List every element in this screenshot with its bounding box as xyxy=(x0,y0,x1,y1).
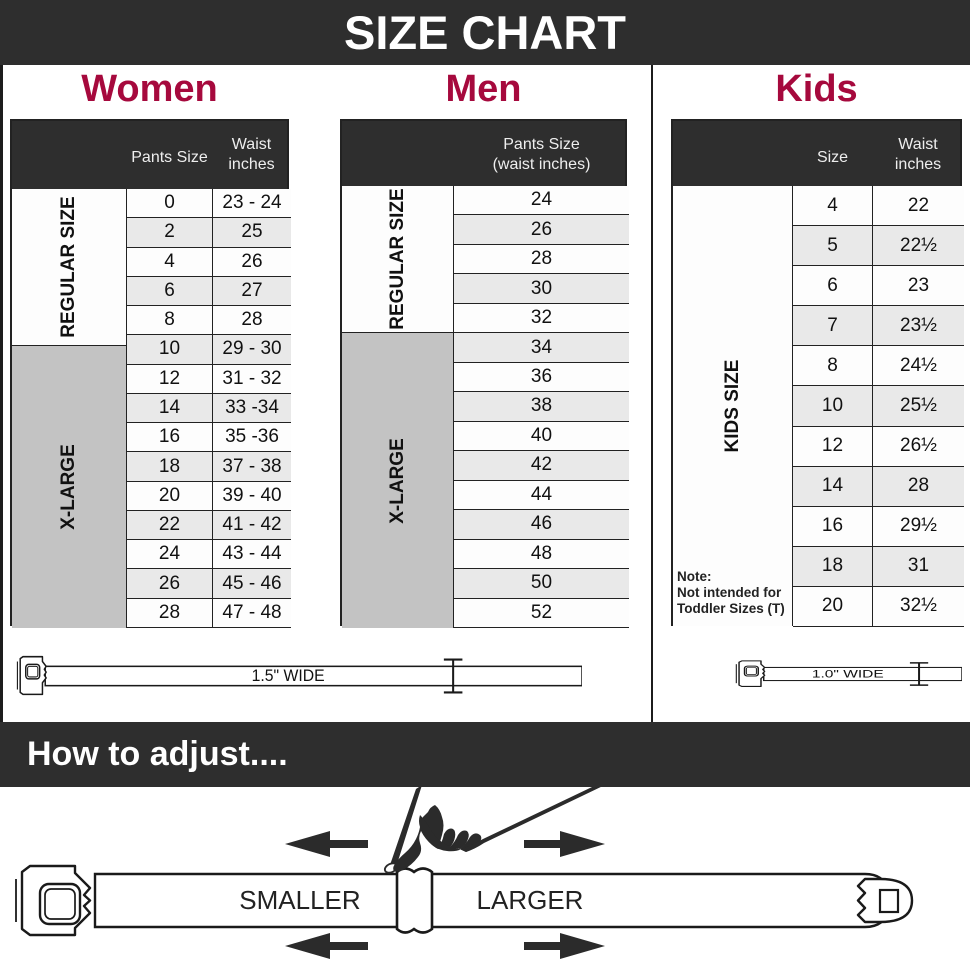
svg-text:SMALLER: SMALLER xyxy=(239,885,360,915)
svg-text:LARGER: LARGER xyxy=(477,885,584,915)
svg-text:1.0" WIDE: 1.0" WIDE xyxy=(812,667,884,679)
svg-text:1.5" WIDE: 1.5" WIDE xyxy=(252,667,325,685)
